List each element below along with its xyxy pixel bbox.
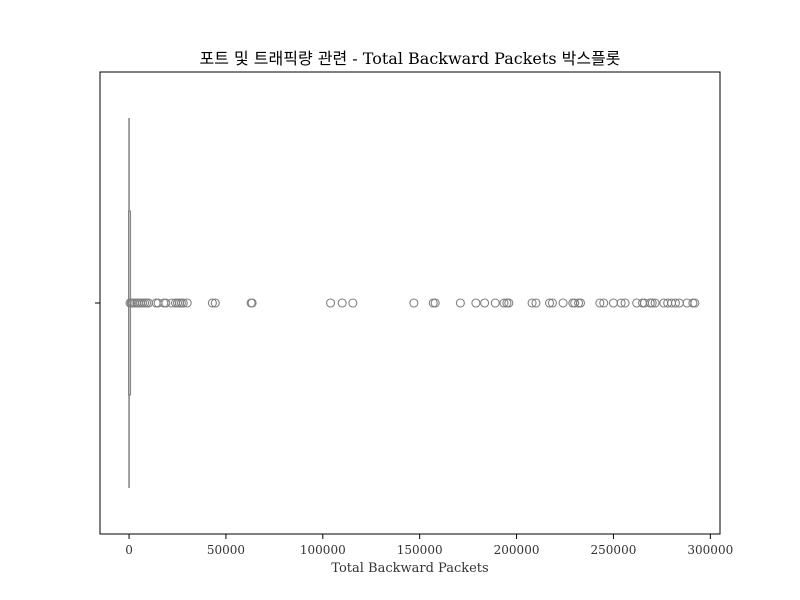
- outlier-point: [599, 298, 609, 308]
- outlier-point: [490, 298, 500, 308]
- outlier-point: [409, 298, 419, 308]
- outlier-point: [608, 298, 618, 308]
- outlier-point: [527, 298, 537, 308]
- outlier-point: [455, 298, 465, 308]
- outlier-point: [159, 298, 169, 308]
- outlier-point: [161, 298, 171, 308]
- x-tick-label: 50000: [207, 543, 245, 557]
- outlier-point: [499, 298, 509, 308]
- outlier-point: [210, 298, 220, 308]
- outlier-point: [558, 298, 568, 308]
- x-tick-label: 0: [125, 543, 133, 557]
- chart-title: 포트 및 트래픽량 관련 - Total Backward Packets 박스…: [199, 49, 620, 68]
- outlier-point: [647, 298, 657, 308]
- x-tick-label: 250000: [591, 543, 637, 557]
- outlier-point: [575, 298, 586, 308]
- outlier-point: [182, 298, 192, 308]
- x-tick-label: 100000: [300, 543, 346, 557]
- outlier-point: [428, 298, 438, 308]
- outlier-point: [207, 298, 217, 308]
- outlier-point: [570, 298, 580, 308]
- outlier-point: [430, 298, 440, 308]
- x-axis-ticks: 0 50000 100000 150000 200000 250000 300000: [125, 534, 733, 557]
- outlier-point: [670, 298, 680, 308]
- outlier-point: [348, 298, 358, 308]
- outlier-point: [637, 298, 648, 308]
- x-tick-label: 150000: [397, 543, 443, 557]
- outlier-point: [650, 298, 660, 308]
- plot-area: [125, 118, 700, 488]
- outlier-point: [151, 298, 161, 308]
- outlier-point: [247, 298, 257, 308]
- outlier-point: [337, 298, 347, 308]
- outlier-point: [620, 298, 630, 308]
- outlier-point: [616, 298, 626, 308]
- outlier-point: [595, 298, 605, 308]
- x-tick-label: 200000: [494, 543, 540, 557]
- outlier-point: [547, 298, 557, 308]
- x-axis-label: Total Backward Packets: [331, 561, 488, 576]
- outlier-point: [504, 298, 514, 308]
- outlier-point: [531, 298, 541, 308]
- x-tick-label: 300000: [687, 543, 733, 557]
- outlier-point: [480, 298, 490, 308]
- outlier-point: [690, 298, 700, 308]
- outlier-point: [326, 298, 336, 308]
- outlier-point: [471, 298, 481, 308]
- outlier-point: [178, 298, 188, 308]
- outlier-point: [688, 298, 698, 308]
- outlier-point: [544, 298, 555, 308]
